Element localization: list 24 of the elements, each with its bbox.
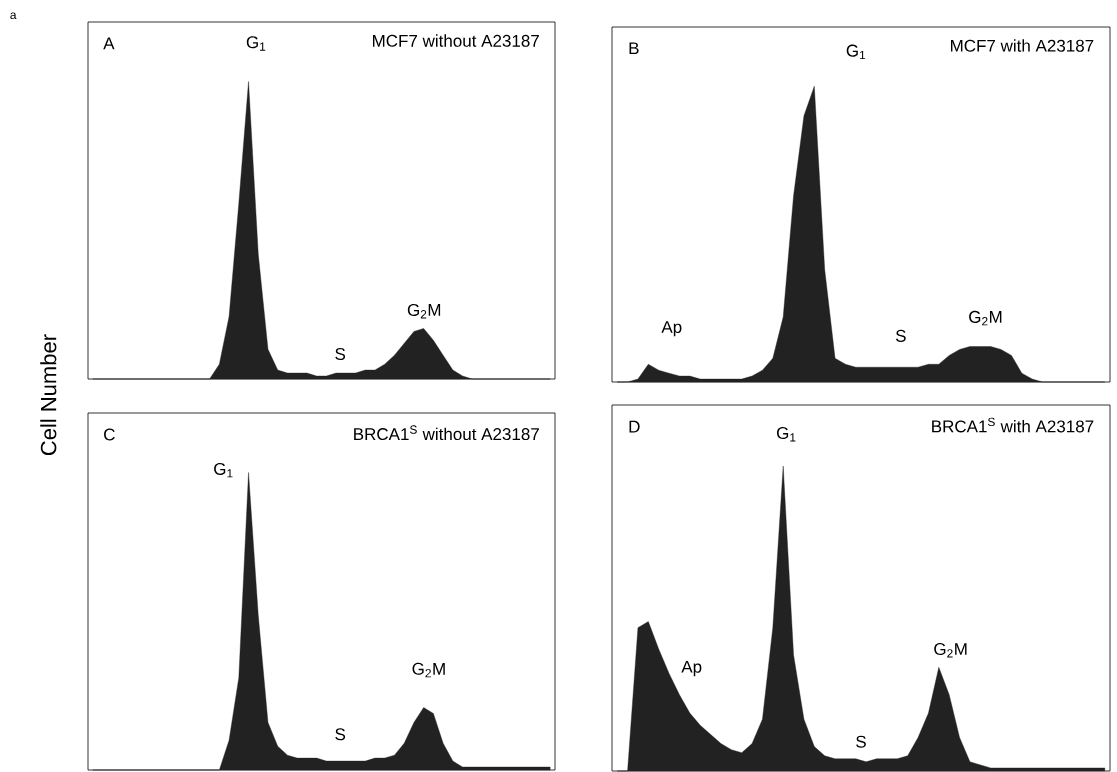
text: G$_{1}$ <box>246 36 266 51</box>
annotation: Ap <box>681 660 702 677</box>
annotation: S <box>856 735 866 748</box>
text: G$_{1}$ <box>777 427 796 442</box>
text: C <box>104 428 115 441</box>
annotation: S <box>335 728 346 741</box>
annotation: Ap <box>661 321 682 337</box>
annotation: G$_{2}$M <box>934 642 967 658</box>
text: a <box>10 12 17 20</box>
chart-title: MCF7 without A23187 <box>372 34 539 47</box>
annotation: S <box>895 329 906 342</box>
annotation: G$_{2}$M <box>412 662 445 678</box>
annotation: G$_{2}$M <box>407 303 441 319</box>
text: B <box>629 42 639 55</box>
chart-title: MCF7 with A23187 <box>951 39 1094 52</box>
y-axis-title: Cell Number <box>40 334 57 456</box>
annotation: G$_{2}$M <box>969 310 1002 326</box>
text: D <box>629 420 640 433</box>
chart-title: BRCA1$^{S}$ with A23187 <box>932 417 1094 433</box>
text: G$_{1}$ <box>846 44 866 60</box>
annotation: G$_{1}$ <box>214 462 233 478</box>
annotation: S <box>335 347 346 361</box>
text: A <box>103 37 115 50</box>
chart-title: BRCA1$^{S}$ without A23187 <box>354 425 539 441</box>
